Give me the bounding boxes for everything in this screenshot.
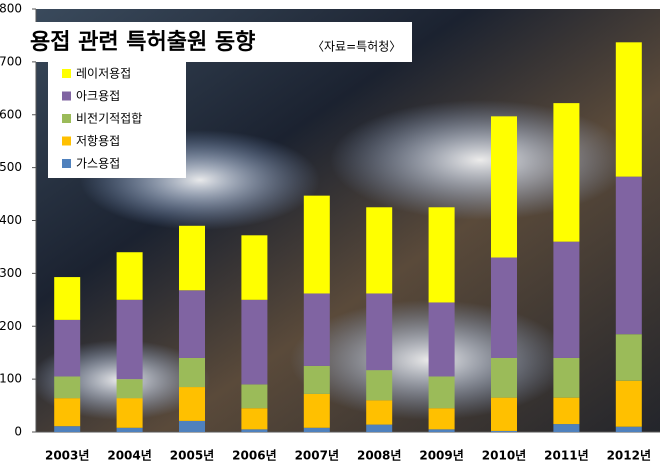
- bar-segment: [54, 398, 81, 427]
- bar-segment: [428, 408, 455, 430]
- x-tick-label: 2003년: [45, 449, 89, 463]
- bar-segment: [116, 299, 143, 380]
- spark-glow: [330, 100, 630, 220]
- bar-segment: [179, 225, 205, 291]
- bar-segment: [553, 103, 580, 242]
- bar-segment: [553, 397, 580, 425]
- legend-swatch: [62, 69, 71, 78]
- legend-label: 가스용접: [76, 157, 120, 171]
- legend-swatch: [62, 91, 71, 101]
- legend-swatch: [62, 159, 71, 168]
- bar-segment: [54, 376, 81, 399]
- y-tick-label: 200: [0, 319, 22, 333]
- bar-segment: [54, 426, 81, 432]
- bar-segment: [303, 393, 330, 428]
- bar-segment: [428, 302, 455, 377]
- chart-title: 용접 관련 특허출원 동향: [30, 30, 255, 55]
- title-box: [20, 22, 412, 62]
- bar-segment: [303, 195, 330, 294]
- bar-segment: [179, 290, 205, 358]
- y-tick-label: 700: [0, 54, 22, 68]
- legend-label: 아크용접: [76, 89, 120, 103]
- bar-segment: [303, 293, 330, 366]
- bar-segment: [366, 207, 393, 294]
- x-tick-label: 2012년: [607, 449, 651, 463]
- bar-segment: [116, 379, 143, 399]
- y-tick-label: 600: [0, 107, 22, 121]
- chart-subtitle: 〈자료=특허청〉: [312, 40, 401, 54]
- x-tick-label: 2008년: [357, 449, 401, 463]
- bar-segment: [241, 299, 268, 385]
- x-tick-label: 2006년: [232, 449, 276, 463]
- bar-segment: [303, 427, 330, 432]
- y-tick-label: 0: [14, 425, 22, 439]
- bar-segment: [615, 334, 642, 381]
- bar-segment: [116, 252, 143, 300]
- bar-segment: [54, 319, 81, 377]
- bar-segment: [615, 176, 642, 335]
- bar-segment: [179, 357, 205, 388]
- x-tick-label: 2010년: [482, 449, 526, 463]
- x-tick-label: 2004년: [107, 449, 151, 463]
- bar-segment: [553, 357, 580, 398]
- legend-label: 저항용접: [76, 134, 120, 148]
- bar-segment: [179, 420, 205, 432]
- y-tick-label: 100: [0, 372, 22, 386]
- bar-segment: [241, 408, 268, 430]
- y-tick-label: 500: [0, 160, 22, 174]
- bar-segment: [491, 357, 517, 398]
- bar-segment: [116, 398, 143, 428]
- bar-segment: [179, 387, 205, 421]
- legend-swatch: [62, 114, 71, 123]
- bar-segment: [553, 241, 580, 358]
- bar-segment: [491, 257, 517, 358]
- bar-segment: [428, 207, 455, 303]
- legend-label: 비전기적접합: [76, 112, 142, 126]
- bar-segment: [241, 235, 268, 300]
- bar-segment: [428, 429, 455, 432]
- bar-segment: [615, 426, 642, 432]
- y-tick-label: 800: [0, 2, 22, 16]
- legend-label: 레이저용접: [76, 67, 131, 81]
- legend-swatch: [62, 136, 71, 146]
- bar-segment: [366, 293, 393, 371]
- x-tick-label: 2005년: [170, 449, 214, 463]
- bar-segment: [491, 430, 517, 432]
- bar-segment: [241, 429, 268, 432]
- bar-segment: [366, 400, 393, 425]
- bar-segment: [241, 384, 268, 409]
- bar-segment: [491, 397, 517, 431]
- x-tick-label: 2009년: [419, 449, 463, 463]
- x-tick-label: 2007년: [295, 449, 339, 463]
- bar-segment: [366, 424, 393, 432]
- bar-segment: [428, 376, 455, 409]
- bar-segment: [54, 277, 81, 320]
- bar-segment: [116, 427, 143, 432]
- bar-segment: [615, 42, 642, 177]
- bar-segment: [366, 370, 393, 401]
- y-tick-label: 300: [0, 266, 22, 280]
- bar-segment: [491, 116, 517, 258]
- bar-segment: [615, 380, 642, 427]
- x-tick-label: 2011년: [544, 449, 588, 463]
- bar-segment: [553, 424, 580, 432]
- y-tick-label: 400: [0, 213, 22, 227]
- bar-segment: [303, 365, 330, 394]
